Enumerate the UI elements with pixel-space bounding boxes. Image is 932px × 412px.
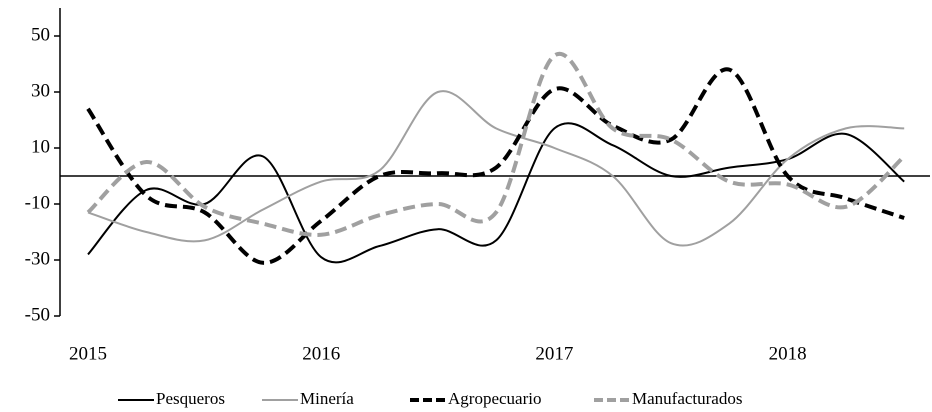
x-tick-label: 2018 [769,343,807,364]
legend-label: Agropecuario [448,389,541,408]
series-line [86,51,906,237]
x-tick-label: 2016 [302,343,340,364]
y-tick-label: -10 [25,192,50,213]
y-tick-label: 50 [31,24,50,45]
legend-label: Pesqueros [156,389,225,408]
legend-label: Minería [300,389,354,408]
x-tick-label: 2017 [535,343,573,364]
y-tick-label: 30 [31,80,50,101]
legend-label: Manufacturados [632,389,742,408]
y-tick-label: -30 [25,248,50,269]
series-line [86,67,905,265]
y-tick-label: -50 [25,304,50,325]
series-line [87,90,905,247]
y-tick-label: 10 [31,136,50,157]
x-tick-label: 2015 [69,343,107,364]
series-line [87,122,905,264]
